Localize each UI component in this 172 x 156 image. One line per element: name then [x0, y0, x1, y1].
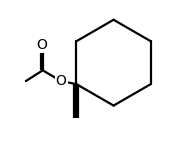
Text: O: O [36, 38, 47, 52]
Text: O: O [56, 74, 67, 88]
